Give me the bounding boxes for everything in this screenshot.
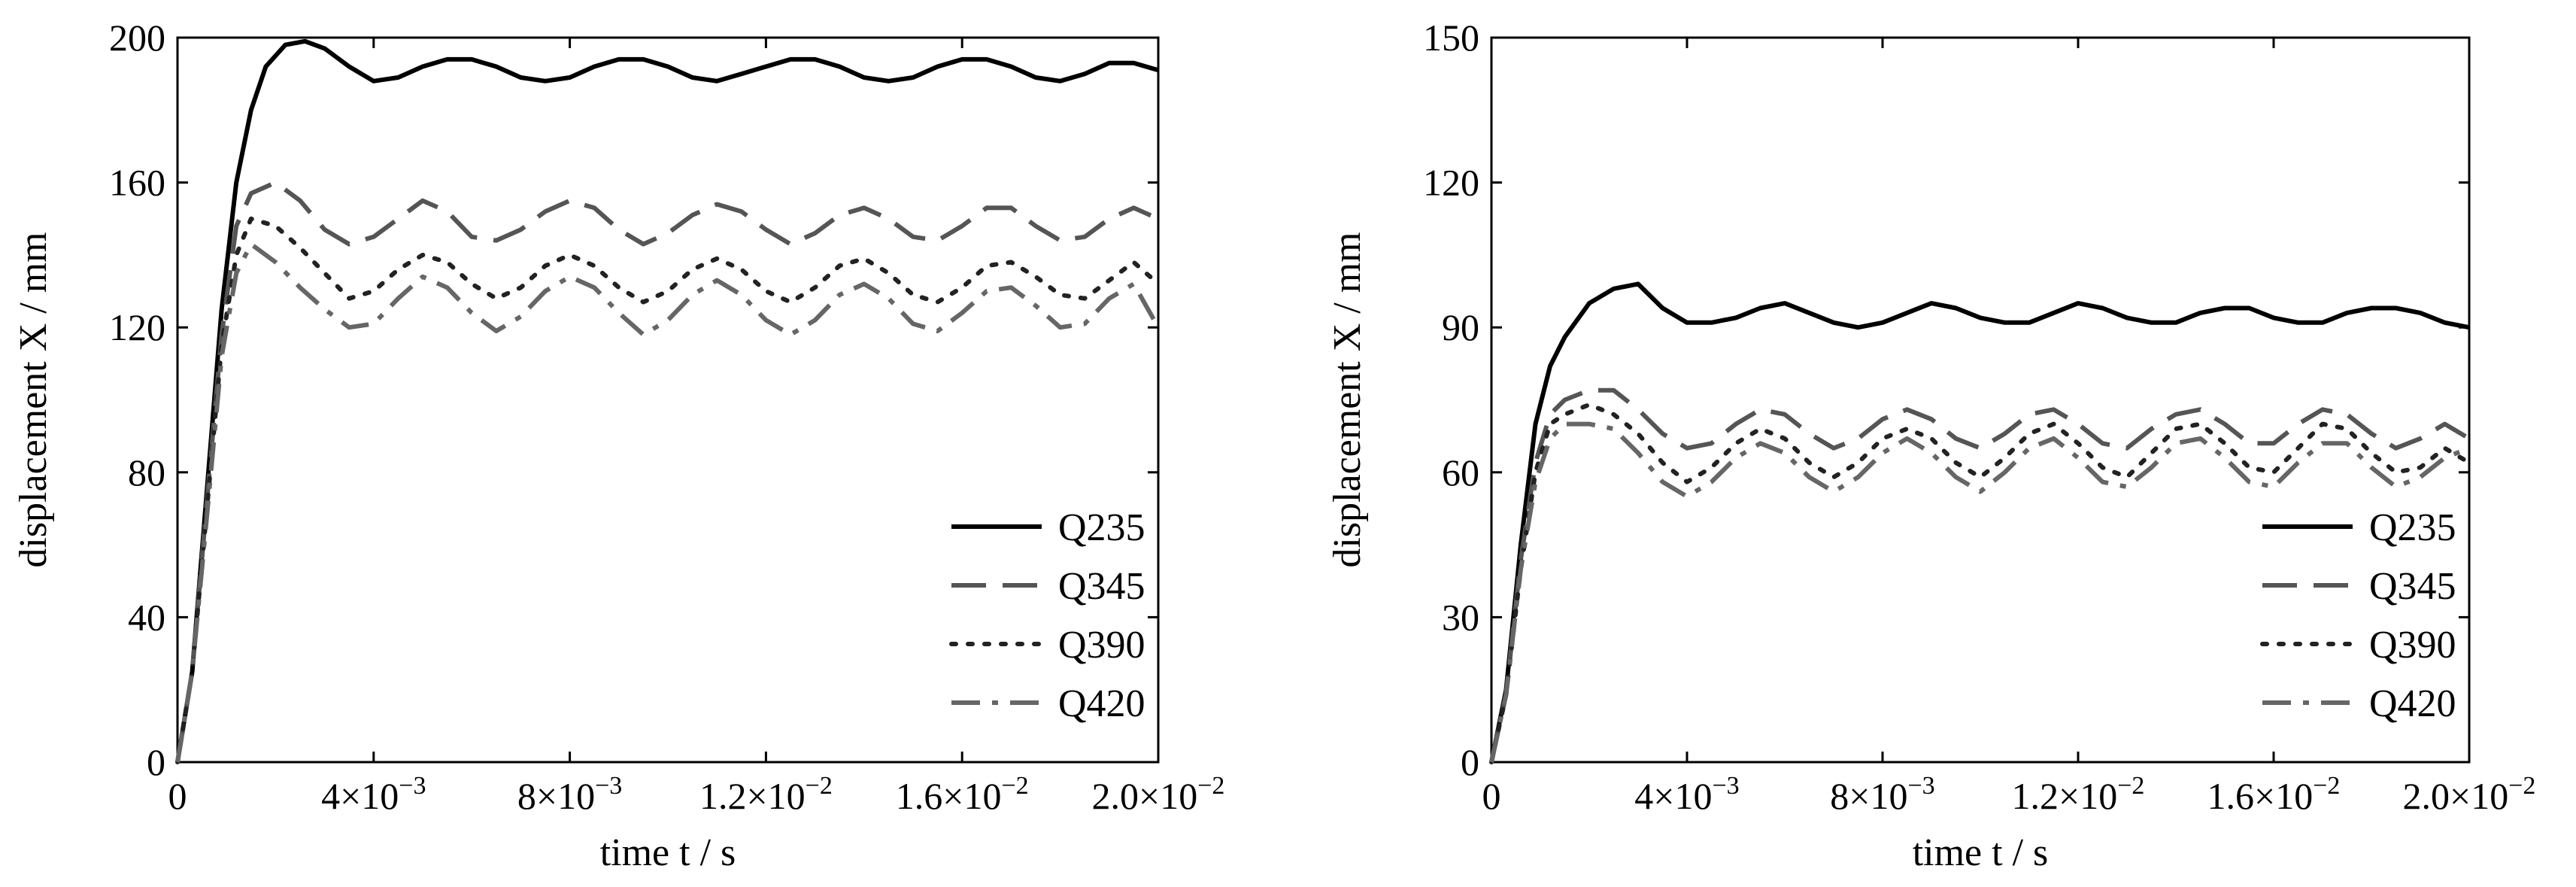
series-line-q420 xyxy=(175,241,1161,763)
legend-label-q235: Q235 xyxy=(2369,506,2456,549)
y-tick-label: 200 xyxy=(109,17,165,59)
series-line-q235 xyxy=(1489,281,2470,763)
x-tick-label: 1.2×10−2 xyxy=(699,772,833,817)
series-line-q390 xyxy=(175,216,1161,764)
plot-frame xyxy=(1490,36,2471,764)
x-tick-label: 2.0×10−2 xyxy=(1092,772,1225,817)
y-tick-label: 120 xyxy=(1423,162,1479,204)
chart-panel-2: 0 4×10−3 8×10−3 1.2×10−2 1.6×10−2 2.0×10−2 0 30… xyxy=(1326,17,2535,874)
legend: Q235 Q345 Q390 Q420 xyxy=(2260,506,2456,725)
plot-frame xyxy=(176,36,1160,764)
series-line-q420 xyxy=(1489,421,2471,763)
x-tick-label: 2.0×10−2 xyxy=(2403,772,2536,817)
series-line-q390 xyxy=(1489,402,2471,764)
x-tick-label: 1.6×10−2 xyxy=(2207,772,2341,817)
chart-panel-1: 0 4×10−3 8×10−3 1.2×10−2 1.6×10−2 2.0×10−2 0 40… xyxy=(12,17,1224,874)
y-axis-title: displacement X / mm xyxy=(1326,232,1369,567)
y-tick-label: 120 xyxy=(109,306,165,348)
series-line-q345 xyxy=(175,180,1160,763)
x-tick-label: 4×10−3 xyxy=(321,772,426,817)
legend-label-q235: Q235 xyxy=(1058,506,1145,549)
y-tick-label: 90 xyxy=(1442,306,1479,348)
x-tick-label: 0 xyxy=(1482,775,1501,817)
y-tick-label: 150 xyxy=(1423,17,1479,59)
series-line-q345 xyxy=(1489,387,2471,763)
x-tick-label: 1.6×10−2 xyxy=(896,772,1029,817)
legend-label-q420: Q420 xyxy=(2369,682,2456,725)
y-tick-label: 80 xyxy=(128,451,165,494)
y-tick-label: 40 xyxy=(128,596,165,638)
legend-label-q345: Q345 xyxy=(2369,565,2456,608)
x-tick-label: 4×10−3 xyxy=(1634,772,1739,817)
legend-label-q390: Q390 xyxy=(1058,624,1145,667)
y-tick-label: 60 xyxy=(1442,451,1479,494)
x-axis-title: time t / s xyxy=(1913,831,2049,874)
legend-label-q420: Q420 xyxy=(1058,682,1145,725)
legend: Q235 Q345 Q390 Q420 xyxy=(949,506,1145,725)
x-axis-title: time t / s xyxy=(600,831,736,874)
y-tick-label: 0 xyxy=(1461,741,1479,783)
legend-label-q345: Q345 xyxy=(1058,565,1145,608)
x-tick-label: 0 xyxy=(168,775,187,817)
series-line-q235 xyxy=(175,38,1159,763)
y-tick-label: 0 xyxy=(147,741,165,783)
x-tick-label: 8×10−3 xyxy=(517,772,622,817)
y-tick-label: 160 xyxy=(109,162,165,204)
legend-label-q390: Q390 xyxy=(2369,624,2456,667)
x-tick-label: 1.2×10−2 xyxy=(2012,772,2145,817)
x-tick-label: 8×10−3 xyxy=(1830,772,1934,817)
y-tick-label: 30 xyxy=(1442,596,1479,638)
y-axis-title: displacement X / mm xyxy=(12,232,55,567)
